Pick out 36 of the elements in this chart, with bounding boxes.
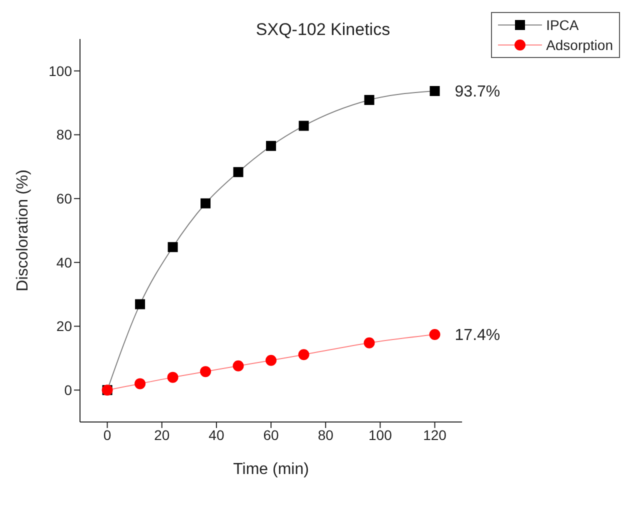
x-tick-label: 100 <box>368 426 392 443</box>
point <box>167 372 178 383</box>
y-tick-label: 40 <box>56 254 72 270</box>
point <box>266 354 277 366</box>
point <box>298 349 310 360</box>
point <box>429 329 440 340</box>
point <box>298 120 309 131</box>
point <box>135 299 146 310</box>
point <box>232 360 244 372</box>
point <box>364 94 374 105</box>
legend-label: IPCA <box>546 17 579 33</box>
annotation: 17.4% <box>454 327 500 344</box>
annotation: 93.7% <box>454 84 500 101</box>
point <box>134 378 146 390</box>
y-tick-label: 0 <box>64 382 72 398</box>
point <box>364 337 375 348</box>
legend-label: Adsorption <box>546 37 613 53</box>
y-tick-label: 80 <box>56 126 72 143</box>
point <box>168 242 178 252</box>
x-tick-label: 80 <box>318 426 334 443</box>
x-tick-label: 40 <box>208 426 224 443</box>
y-tick-label: 60 <box>56 190 72 207</box>
x-axis-title: Time (min) <box>233 461 309 478</box>
point <box>266 140 276 151</box>
y-axis-title: Discoloration (%) <box>14 170 32 292</box>
y-tick-label: 100 <box>48 62 72 79</box>
point <box>200 198 211 208</box>
point <box>430 86 440 96</box>
chart-title: SXQ-102 Kinetics <box>254 20 392 40</box>
point <box>200 366 212 378</box>
x-tick-label: 0 <box>103 426 112 443</box>
x-tick-label: 120 <box>423 426 447 443</box>
y-tick-label: 20 <box>56 318 72 334</box>
x-tick-label: 60 <box>263 426 280 443</box>
point <box>233 167 244 178</box>
x-tick-label: 20 <box>154 426 170 443</box>
